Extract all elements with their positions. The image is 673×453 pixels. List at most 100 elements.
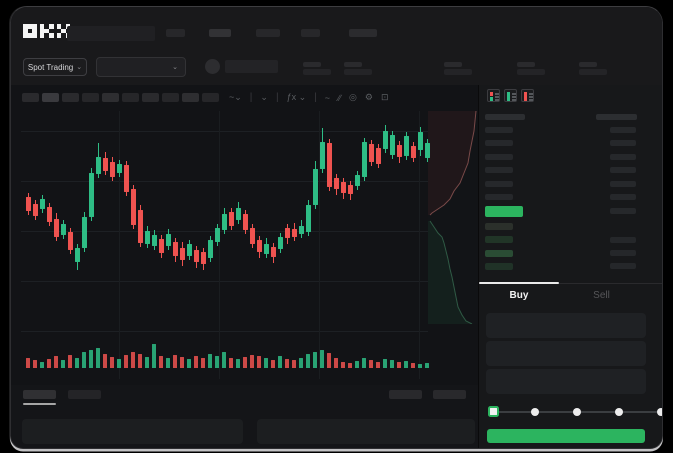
bottom-tab-underline: [23, 403, 56, 405]
chart-gridline-v: [319, 111, 320, 379]
volume-bar: [110, 357, 114, 368]
ask-amount-bar: [610, 194, 636, 200]
volume-bar: [103, 354, 107, 368]
volume-bar: [152, 344, 156, 368]
volume-bar: [397, 362, 401, 368]
tab-sell[interactable]: Sell: [593, 290, 610, 301]
bottom-tab-pill[interactable]: [433, 390, 466, 399]
tab-buy[interactable]: Buy: [509, 290, 529, 301]
timeframe-pill[interactable]: [82, 93, 99, 102]
interval-chevron-icon[interactable]: ⌄: [260, 92, 268, 102]
bid-price-bar: [485, 263, 513, 270]
candle-body: [376, 148, 381, 164]
candle-body: [425, 143, 430, 158]
volume-bar: [383, 359, 387, 368]
line-tool-icon[interactable]: ~: [324, 92, 330, 103]
amount-slider-stop[interactable]: [531, 408, 539, 416]
volume-bar: [362, 358, 366, 368]
volume-bar: [82, 352, 86, 368]
buy-submit-button[interactable]: [487, 429, 645, 443]
amount-slider-stop[interactable]: [657, 408, 662, 416]
volume-bar: [54, 356, 58, 368]
volume-bar: [26, 358, 30, 368]
timeframe-pill[interactable]: [182, 93, 199, 102]
camera-icon[interactable]: ◎: [349, 92, 357, 102]
bottom-tab-pill[interactable]: [23, 390, 56, 399]
order-input-field[interactable]: [486, 313, 646, 338]
volume-bar: [355, 361, 359, 368]
book-asks-icon[interactable]: [521, 89, 534, 102]
chart-gridline-h: [21, 331, 428, 332]
volume-bar: [285, 359, 289, 368]
market-type-label: Spot Trading: [27, 62, 74, 72]
fullscreen-icon[interactable]: ⊡: [380, 92, 389, 102]
pair-dropdown[interactable]: ⌄: [96, 57, 186, 77]
candle-body: [334, 178, 339, 189]
candle-body: [89, 173, 94, 217]
candle-body: [341, 182, 346, 193]
volume-bar: [278, 356, 282, 368]
candle-body: [313, 169, 318, 205]
stat-pair-bar: [303, 69, 331, 75]
ask-price-bar: [485, 167, 513, 173]
bid-price-bar: [485, 236, 513, 243]
candle-body: [61, 224, 66, 235]
candle-body: [306, 205, 311, 232]
candle-body: [320, 142, 325, 169]
timeframe-pill[interactable]: [142, 93, 159, 102]
candle-body: [215, 228, 220, 242]
candle-body: [201, 252, 206, 264]
candle-body: [327, 143, 332, 187]
timeframe-pill[interactable]: [42, 93, 59, 102]
chart-toolbar-icons: ~⌄ | ⌄ | ƒx ⌄ | ~ ∕∕ ◎ ⚙ ⊡: [229, 91, 388, 104]
stat-pair-bar: [444, 69, 472, 75]
indicators-icon[interactable]: ƒx ⌄: [286, 92, 307, 102]
candle-body: [166, 234, 171, 246]
bottom-tab-pill[interactable]: [389, 390, 422, 399]
bid-price-bar: [485, 250, 513, 257]
market-type-selector[interactable]: Spot Trading ⌄: [23, 58, 87, 76]
stat-pair-bar: [344, 69, 372, 75]
stat-pair-bar: [517, 69, 545, 75]
amount-slider-handle[interactable]: [488, 406, 499, 417]
timeframe-pill[interactable]: [102, 93, 119, 102]
book-both-icon[interactable]: [487, 89, 500, 102]
stat-pair-bar: [444, 62, 462, 67]
timeframe-pill[interactable]: [122, 93, 139, 102]
volume-bar: [348, 363, 352, 368]
volume-bar: [159, 356, 163, 368]
timeframe-pill[interactable]: [62, 93, 79, 102]
stat-pair-bar: [579, 62, 597, 67]
candle-body: [397, 145, 402, 157]
candle-body: [257, 240, 262, 252]
volume-bar: [68, 355, 72, 368]
order-input-field[interactable]: [486, 341, 646, 366]
volume-bar: [250, 355, 254, 368]
settings-gear-icon[interactable]: ⚙: [364, 92, 373, 102]
volume-bar: [61, 360, 65, 368]
book-bids-icon[interactable]: [504, 89, 517, 102]
volume-bar: [173, 355, 177, 368]
ask-amount-bar: [610, 154, 636, 160]
parallel-lines-icon[interactable]: ∕∕: [337, 92, 341, 103]
candle-body: [250, 228, 255, 244]
chart-gridline-v: [119, 111, 120, 379]
candle-body: [96, 157, 101, 174]
timeframe-pill[interactable]: [162, 93, 179, 102]
volume-bar: [89, 350, 93, 368]
candle-body: [222, 214, 227, 230]
candle-body: [68, 232, 73, 250]
volume-bar: [376, 362, 380, 368]
amount-slider-stop[interactable]: [615, 408, 623, 416]
chart-style-icon[interactable]: ~⌄: [229, 92, 242, 102]
candle-body: [138, 210, 143, 243]
timeframe-pill[interactable]: [202, 93, 219, 102]
amount-slider-stop[interactable]: [573, 408, 581, 416]
candle-body: [243, 214, 248, 230]
bottom-tab-pill[interactable]: [68, 390, 101, 399]
candle-body: [355, 175, 360, 186]
candle-body: [117, 164, 122, 173]
volume-bar: [369, 360, 373, 368]
timeframe-pill[interactable]: [22, 93, 39, 102]
order-input-field[interactable]: [486, 369, 646, 394]
